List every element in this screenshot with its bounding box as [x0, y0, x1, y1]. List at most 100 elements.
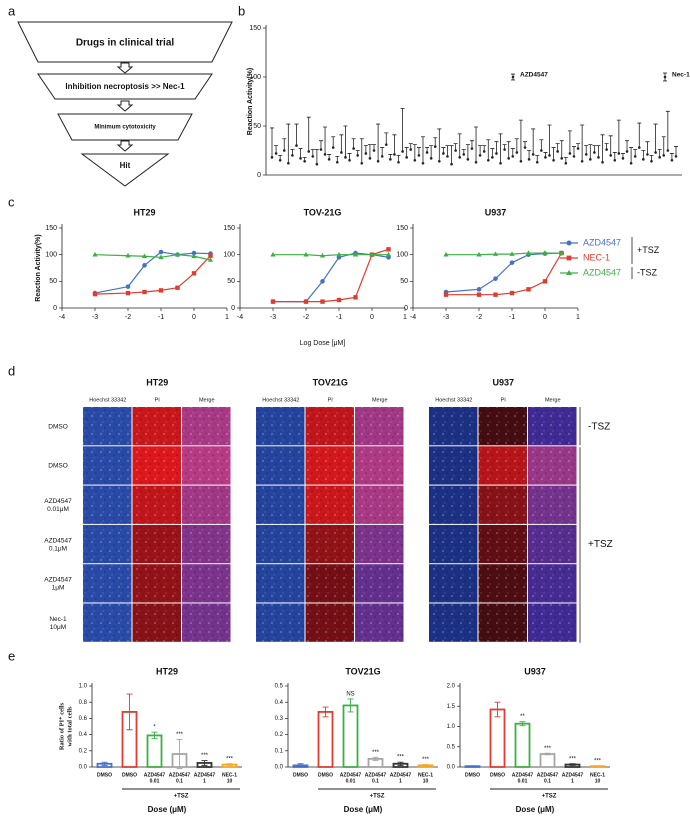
error-bar — [226, 763, 233, 766]
chart-title: HT29 — [133, 207, 155, 217]
point — [625, 150, 629, 153]
micrograph-texture — [429, 407, 478, 446]
axis — [91, 683, 242, 768]
error-bar — [547, 124, 552, 156]
point — [662, 154, 666, 157]
x-tick-label: 10 — [227, 778, 233, 784]
point — [597, 156, 600, 159]
point — [509, 251, 515, 256]
x-axis-label: Dose (μM) — [516, 805, 555, 814]
row-label: 1μM — [52, 585, 65, 592]
y-tick-label: 0.0 — [79, 765, 88, 771]
error-bar — [629, 147, 634, 164]
x-tick-label: 1 — [403, 314, 407, 321]
y-axis-label: Reaction Activity(%) — [247, 68, 254, 135]
annotation: AZD4547 — [520, 72, 548, 79]
x-tick-label: NEC-1 — [418, 772, 433, 778]
bar — [489, 708, 506, 768]
x-tick-label: AZD4547 — [562, 772, 584, 778]
row-label: 0.01μM — [47, 506, 69, 513]
error-bar — [331, 136, 336, 148]
y-tick-label: 2.0 — [447, 684, 456, 690]
point — [92, 251, 98, 257]
error-bar — [449, 145, 454, 165]
point — [368, 157, 372, 160]
point — [443, 251, 449, 257]
error-bar — [412, 144, 417, 161]
x-axis-label: Dose (μM) — [148, 805, 187, 814]
micrograph-texture — [182, 564, 231, 603]
point — [650, 159, 653, 163]
error-bar — [580, 124, 585, 162]
error-bar — [474, 126, 479, 163]
micrograph-texture — [528, 485, 577, 524]
error-bar — [323, 126, 328, 155]
y-tick-label: 150 — [396, 225, 408, 232]
point — [425, 151, 429, 154]
error-bar — [126, 693, 133, 731]
panel-label: d — [8, 363, 15, 378]
panel-label: c — [8, 194, 15, 209]
legend-marker — [566, 255, 572, 261]
y-tick-label: 50 — [253, 123, 261, 130]
point — [511, 75, 515, 79]
point — [621, 157, 625, 160]
y-tick-label: 50 — [227, 278, 235, 285]
micrograph-texture — [528, 407, 577, 446]
significance: *** — [569, 756, 577, 762]
y-tick-label: 0.1 — [275, 748, 284, 754]
x-tick-label: -3 — [270, 314, 276, 321]
micrograph-texture — [478, 485, 527, 524]
error-bar — [343, 125, 348, 158]
point — [352, 251, 359, 257]
point — [491, 156, 494, 159]
x-tick-label: -3 — [443, 314, 449, 321]
x-tick-label: AZD4547 — [512, 772, 534, 778]
error-bar — [339, 134, 344, 153]
error-bar — [420, 136, 425, 164]
error-bar — [457, 133, 462, 158]
micrograph-texture — [256, 603, 305, 642]
micrograph-texture — [132, 446, 181, 485]
point — [476, 287, 482, 292]
channel-label: PI — [501, 397, 507, 403]
point — [303, 299, 309, 304]
curve — [273, 252, 389, 303]
legend-label: NEC-1 — [583, 252, 610, 262]
error-bar — [674, 146, 678, 157]
channel-label: Hoechst 33342 — [89, 397, 126, 403]
row-label: DMSO — [48, 423, 68, 430]
point — [476, 251, 482, 257]
y-tick-label: 0 — [404, 305, 408, 312]
point — [335, 160, 339, 164]
y-tick-label: 0.4 — [275, 700, 284, 706]
micrograph-texture — [355, 485, 404, 524]
point — [270, 156, 274, 159]
micrograph-texture — [305, 446, 354, 485]
y-tick-label: 0 — [231, 305, 235, 312]
point — [519, 159, 523, 163]
row-label: 0.1μM — [49, 545, 67, 552]
point — [315, 162, 319, 166]
point — [303, 251, 309, 257]
panel-label: a — [8, 3, 16, 18]
error-bar — [657, 149, 662, 158]
y-tick-label: 150 — [223, 225, 235, 232]
x-tick-label: -4 — [59, 314, 65, 321]
micrograph-texture — [478, 407, 527, 446]
micrograph-texture — [132, 485, 181, 524]
point — [674, 155, 678, 158]
group-label: +TSZ — [174, 794, 189, 800]
point — [389, 158, 392, 161]
point — [311, 155, 315, 158]
error-bar — [665, 110, 670, 151]
error-bar — [531, 128, 536, 155]
micrograph-texture — [429, 524, 478, 564]
error-bar — [433, 137, 438, 147]
point — [336, 251, 342, 257]
point — [401, 150, 404, 153]
bar — [317, 711, 334, 768]
micrograph-texture — [478, 524, 527, 564]
significance: *** — [372, 750, 380, 756]
point — [511, 155, 515, 158]
